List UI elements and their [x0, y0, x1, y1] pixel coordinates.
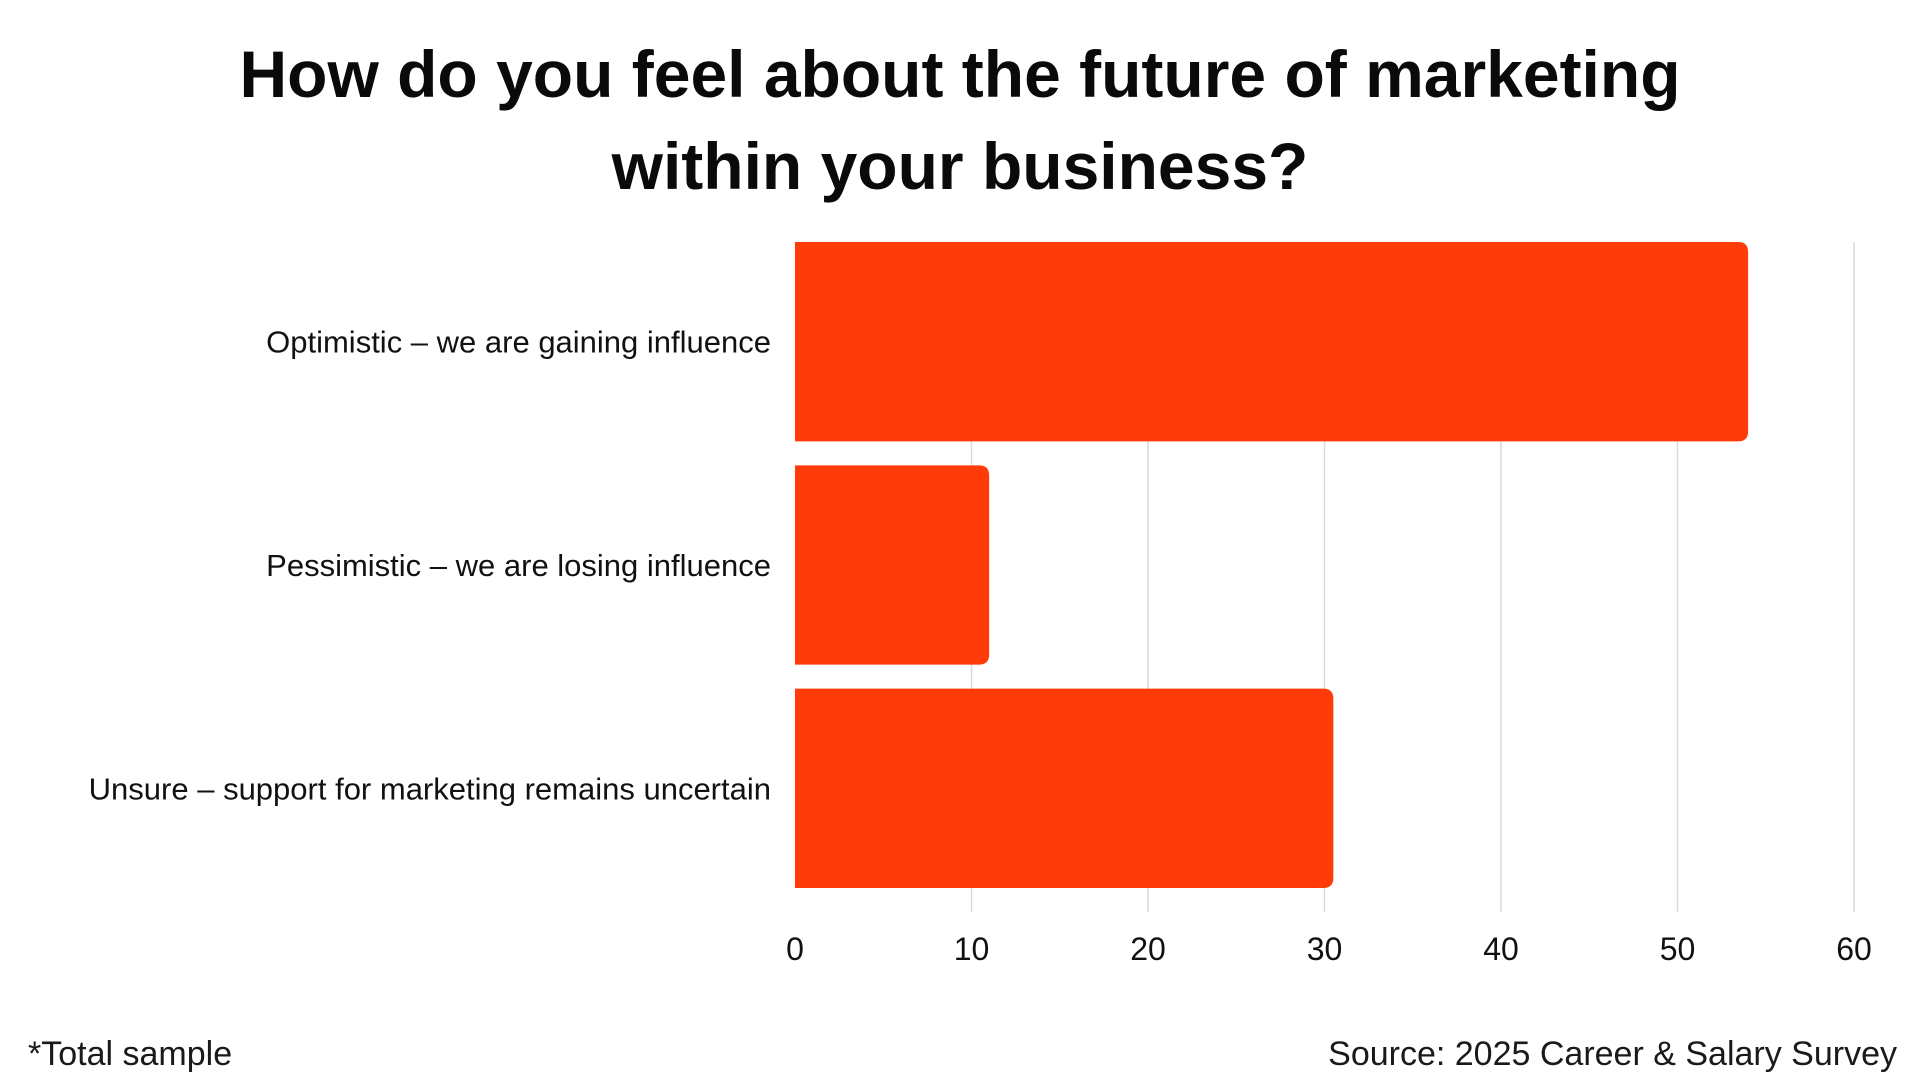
x-tick-label: 20	[1130, 931, 1166, 967]
category-label: Unsure – support for marketing remains u…	[89, 771, 771, 806]
x-tick-label: 30	[1307, 931, 1343, 967]
bars	[795, 242, 1749, 888]
x-tick-label: 40	[1483, 931, 1519, 967]
footnote: *Total sample	[28, 1035, 233, 1073]
category-label: Pessimistic – we are losing influence	[266, 548, 771, 583]
category-labels: Optimistic – we are gaining influence Pes…	[89, 325, 771, 807]
category-label: Optimistic – we are gaining influence	[266, 325, 771, 360]
bar	[795, 242, 1749, 442]
x-tick-label: 0	[786, 931, 804, 967]
bar	[795, 688, 1334, 888]
chart-title: How do you feel about the future of mark…	[239, 37, 1681, 203]
x-axis-ticks: 0 10 20 30 40 50 60	[786, 931, 1872, 967]
x-tick-label: 10	[954, 931, 990, 967]
bar-chart: Optimistic – we are gaining influence Pes…	[89, 242, 1872, 967]
x-tick-label: 50	[1660, 931, 1696, 967]
x-tick-label: 60	[1836, 931, 1872, 967]
bar	[795, 465, 990, 665]
source-note: Source: 2025 Career & Salary Survey	[1328, 1035, 1897, 1073]
